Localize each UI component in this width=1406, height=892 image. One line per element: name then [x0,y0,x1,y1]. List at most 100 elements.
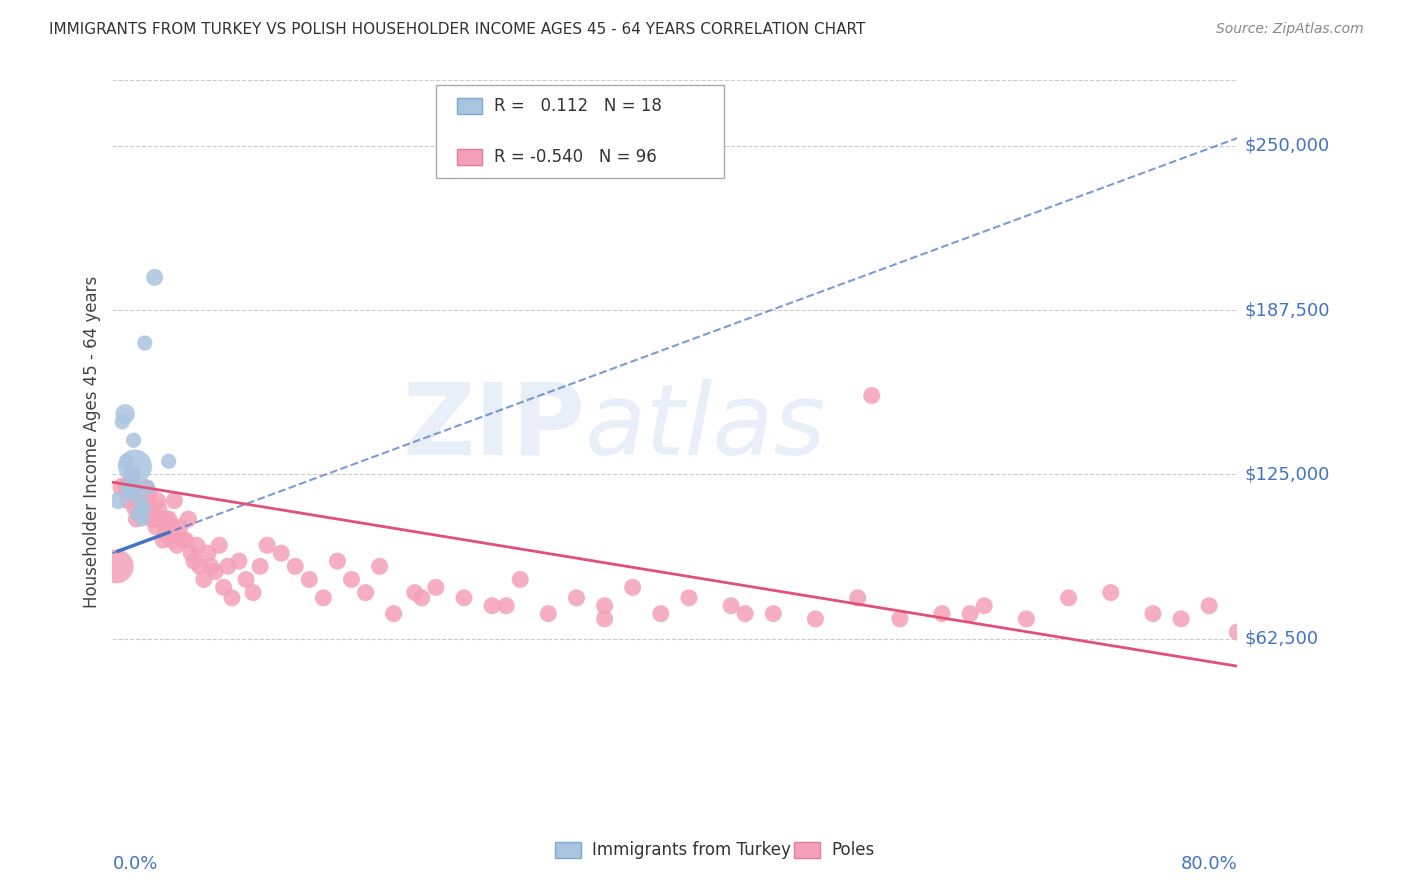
Point [131,507,153,521]
Point [105,559,128,574]
Point [117,493,139,508]
Point [242,585,264,599]
Point [354,585,377,599]
Point [138,485,160,500]
Point [155,512,177,526]
Point [593,599,616,613]
Point [111,481,134,495]
Point [150,512,173,526]
Point [156,528,179,542]
Point [1170,612,1192,626]
Text: Poles: Poles [831,841,875,859]
Point [650,607,672,621]
Point [125,512,148,526]
Text: ZIP: ZIP [402,378,585,475]
Point [1057,591,1080,605]
Point [537,607,560,621]
Point [107,493,129,508]
Text: $125,000: $125,000 [1244,466,1330,483]
Point [115,481,138,495]
Point [593,612,616,626]
Point [1015,612,1038,626]
Point [111,415,134,429]
Point [200,559,222,574]
Point [212,580,235,594]
Point [208,538,231,552]
Text: $187,500: $187,500 [1244,301,1330,319]
Point [959,607,981,621]
Text: $62,500: $62,500 [1244,630,1319,648]
Point [152,533,174,547]
Point [860,388,883,402]
Point [120,485,142,500]
Text: 0.0%: 0.0% [112,855,157,873]
Point [298,573,321,587]
Point [183,554,205,568]
Point [425,580,447,594]
Text: R =   0.112   N = 18: R = 0.112 N = 18 [494,97,661,115]
Point [145,520,167,534]
Point [326,554,349,568]
Point [621,580,644,594]
Text: atlas: atlas [585,378,827,475]
Point [270,546,292,560]
Point [235,573,257,587]
Point [804,612,827,626]
Point [124,501,146,516]
Point [124,459,146,474]
Point [114,407,136,421]
Point [411,591,433,605]
Point [1099,585,1122,599]
Point [127,507,149,521]
Point [142,501,165,516]
Point [141,512,163,526]
Point [120,475,142,490]
Point [193,573,215,587]
Point [889,612,911,626]
Point [169,520,191,534]
Point [678,591,700,605]
Point [163,493,186,508]
Point [129,493,152,508]
Point [180,546,202,560]
Point [132,485,155,500]
Point [453,591,475,605]
Point [115,454,138,468]
Point [762,607,785,621]
Point [204,565,226,579]
Point [143,270,166,285]
Point [509,573,531,587]
Point [143,512,166,526]
Point [129,493,152,508]
Point [1142,607,1164,621]
Point [146,493,169,508]
Point [135,481,157,495]
Point [132,501,155,516]
Point [160,533,183,547]
Point [197,546,219,560]
Point [117,481,139,495]
Point [128,493,150,508]
Point [136,481,159,495]
Point [1198,599,1220,613]
Point [188,559,211,574]
Y-axis label: Householder Income Ages 45 - 64 years: Householder Income Ages 45 - 64 years [83,276,101,607]
Point [118,485,141,500]
Point [134,501,156,516]
Point [221,591,243,605]
Point [1226,625,1249,640]
Point [121,467,143,482]
Point [125,481,148,495]
Point [166,538,188,552]
Text: IMMIGRANTS FROM TURKEY VS POLISH HOUSEHOLDER INCOME AGES 45 - 64 YEARS CORRELATI: IMMIGRANTS FROM TURKEY VS POLISH HOUSEHO… [49,22,866,37]
Point [162,520,184,534]
Point [127,485,149,500]
Point [846,591,869,605]
Point [256,538,278,552]
Point [122,481,145,495]
Point [565,591,588,605]
Point [186,538,208,552]
Point [720,599,742,613]
Point [368,559,391,574]
Point [312,591,335,605]
